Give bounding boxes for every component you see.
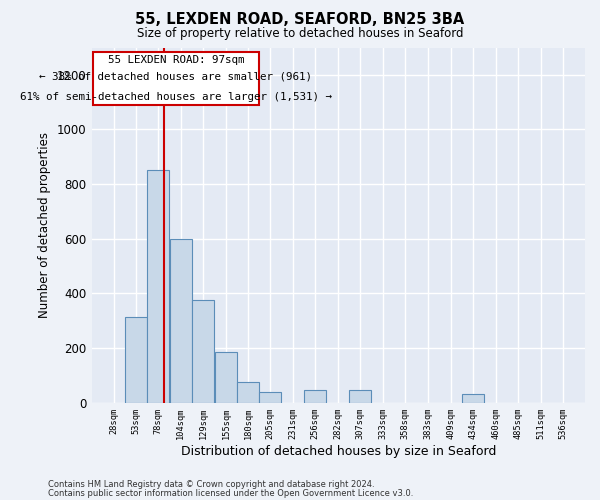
- Bar: [349, 390, 371, 402]
- Text: Contains HM Land Registry data © Crown copyright and database right 2024.: Contains HM Land Registry data © Crown c…: [48, 480, 374, 489]
- Text: Contains public sector information licensed under the Open Government Licence v3: Contains public sector information licen…: [48, 488, 413, 498]
- Y-axis label: Number of detached properties: Number of detached properties: [38, 132, 52, 318]
- X-axis label: Distribution of detached houses by size in Seaford: Distribution of detached houses by size …: [181, 444, 496, 458]
- Bar: [125, 316, 147, 402]
- FancyBboxPatch shape: [92, 52, 259, 105]
- Bar: [461, 394, 484, 402]
- Text: 55 LEXDEN ROAD: 97sqm: 55 LEXDEN ROAD: 97sqm: [107, 56, 244, 66]
- Text: Size of property relative to detached houses in Seaford: Size of property relative to detached ho…: [137, 28, 463, 40]
- Text: ← 38% of detached houses are smaller (961): ← 38% of detached houses are smaller (96…: [40, 71, 313, 81]
- Bar: [259, 392, 281, 402]
- Bar: [147, 170, 169, 402]
- Text: 61% of semi-detached houses are larger (1,531) →: 61% of semi-detached houses are larger (…: [20, 92, 332, 102]
- Bar: [170, 238, 192, 402]
- Bar: [237, 382, 259, 402]
- Bar: [192, 300, 214, 402]
- Bar: [215, 352, 237, 403]
- Bar: [304, 390, 326, 402]
- Text: 55, LEXDEN ROAD, SEAFORD, BN25 3BA: 55, LEXDEN ROAD, SEAFORD, BN25 3BA: [136, 12, 464, 28]
